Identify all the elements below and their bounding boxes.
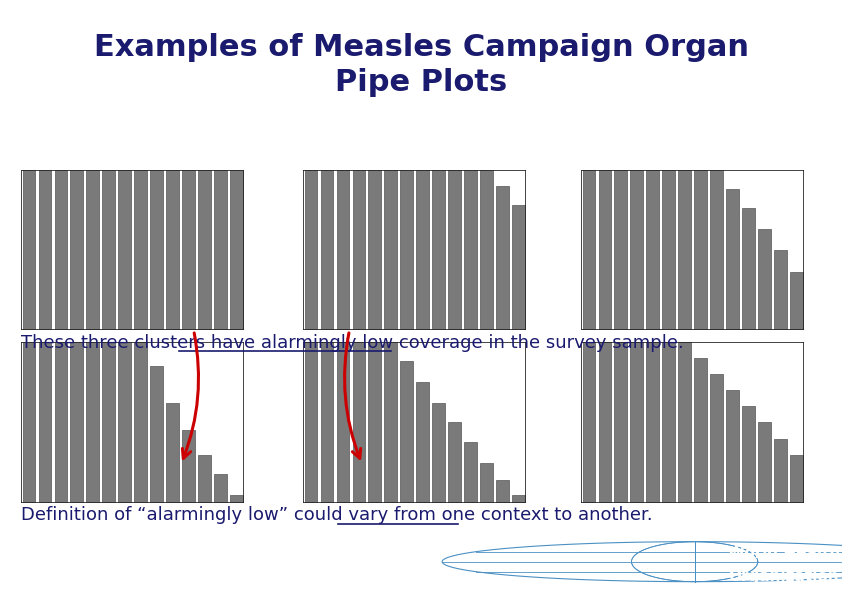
Bar — [599, 170, 611, 330]
Bar — [758, 229, 770, 330]
Text: Definition of “alarmingly low” could vary from one context to another.: Definition of “alarmingly low” could var… — [21, 506, 653, 524]
Bar — [166, 403, 179, 503]
Bar — [321, 170, 333, 330]
Bar — [512, 205, 525, 330]
Bar — [742, 406, 754, 503]
Bar — [464, 170, 477, 330]
Bar — [480, 170, 493, 330]
Bar — [615, 342, 627, 503]
Bar — [150, 170, 163, 330]
Bar — [369, 170, 381, 330]
Bar — [118, 342, 131, 503]
Bar — [631, 170, 643, 330]
Bar — [742, 208, 754, 330]
Bar — [448, 170, 461, 330]
Bar — [774, 439, 786, 503]
Bar — [198, 455, 210, 503]
Bar — [321, 342, 333, 503]
Bar — [726, 189, 738, 330]
Bar — [353, 170, 365, 330]
Bar — [305, 342, 317, 503]
Bar — [369, 342, 381, 503]
Bar — [710, 374, 722, 503]
Bar — [55, 170, 67, 330]
Bar — [71, 342, 83, 503]
Bar — [337, 342, 349, 503]
Text: 20 |   WHO Vaccination Coverage Survey Manual: 20 | WHO Vaccination Coverage Survey Man… — [21, 555, 308, 568]
Text: World Health: World Health — [728, 546, 840, 561]
Bar — [214, 474, 226, 503]
Text: Organization: Organization — [728, 569, 839, 584]
Bar — [774, 250, 786, 330]
Bar — [71, 170, 83, 330]
Bar — [305, 170, 317, 330]
Bar — [599, 342, 611, 503]
Bar — [615, 170, 627, 330]
Bar — [337, 170, 349, 330]
Bar — [790, 455, 802, 503]
Bar — [758, 422, 770, 503]
Bar — [182, 431, 195, 503]
Bar — [230, 170, 242, 330]
Bar — [790, 273, 802, 330]
Bar — [496, 186, 509, 330]
Text: Examples of Measles Campaign Organ
Pipe Plots: Examples of Measles Campaign Organ Pipe … — [93, 33, 749, 97]
Bar — [39, 170, 51, 330]
Bar — [726, 390, 738, 503]
Bar — [103, 170, 115, 330]
Bar — [631, 342, 643, 503]
Bar — [182, 170, 195, 330]
Bar — [385, 170, 397, 330]
Bar — [416, 170, 429, 330]
Bar — [647, 170, 659, 330]
Bar — [214, 170, 226, 330]
Bar — [464, 441, 477, 503]
Bar — [480, 463, 493, 503]
Bar — [678, 342, 691, 503]
Bar — [385, 342, 397, 503]
Bar — [39, 342, 51, 503]
Bar — [118, 170, 131, 330]
Bar — [230, 495, 242, 503]
Bar — [678, 170, 691, 330]
Bar — [150, 366, 163, 503]
Bar — [134, 170, 147, 330]
Bar — [583, 342, 595, 503]
Text: These three clusters have alarmingly low coverage in the survey sample.: These three clusters have alarmingly low… — [21, 334, 684, 352]
Bar — [416, 382, 429, 503]
Bar — [448, 422, 461, 503]
Bar — [353, 342, 365, 503]
Bar — [694, 358, 707, 503]
Bar — [663, 342, 675, 503]
Bar — [400, 361, 413, 503]
Circle shape — [442, 541, 842, 582]
Bar — [87, 170, 99, 330]
Bar — [166, 170, 179, 330]
Bar — [198, 170, 210, 330]
Bar — [432, 403, 445, 503]
Bar — [647, 342, 659, 503]
Bar — [400, 170, 413, 330]
Bar — [583, 170, 595, 330]
Bar — [55, 342, 67, 503]
Bar — [23, 342, 35, 503]
Bar — [103, 342, 115, 503]
Bar — [87, 342, 99, 503]
Bar — [710, 170, 722, 330]
Bar — [496, 480, 509, 503]
Bar — [134, 342, 147, 503]
Bar — [512, 495, 525, 503]
Bar — [432, 170, 445, 330]
Bar — [694, 170, 707, 330]
Bar — [23, 170, 35, 330]
Bar — [663, 170, 675, 330]
